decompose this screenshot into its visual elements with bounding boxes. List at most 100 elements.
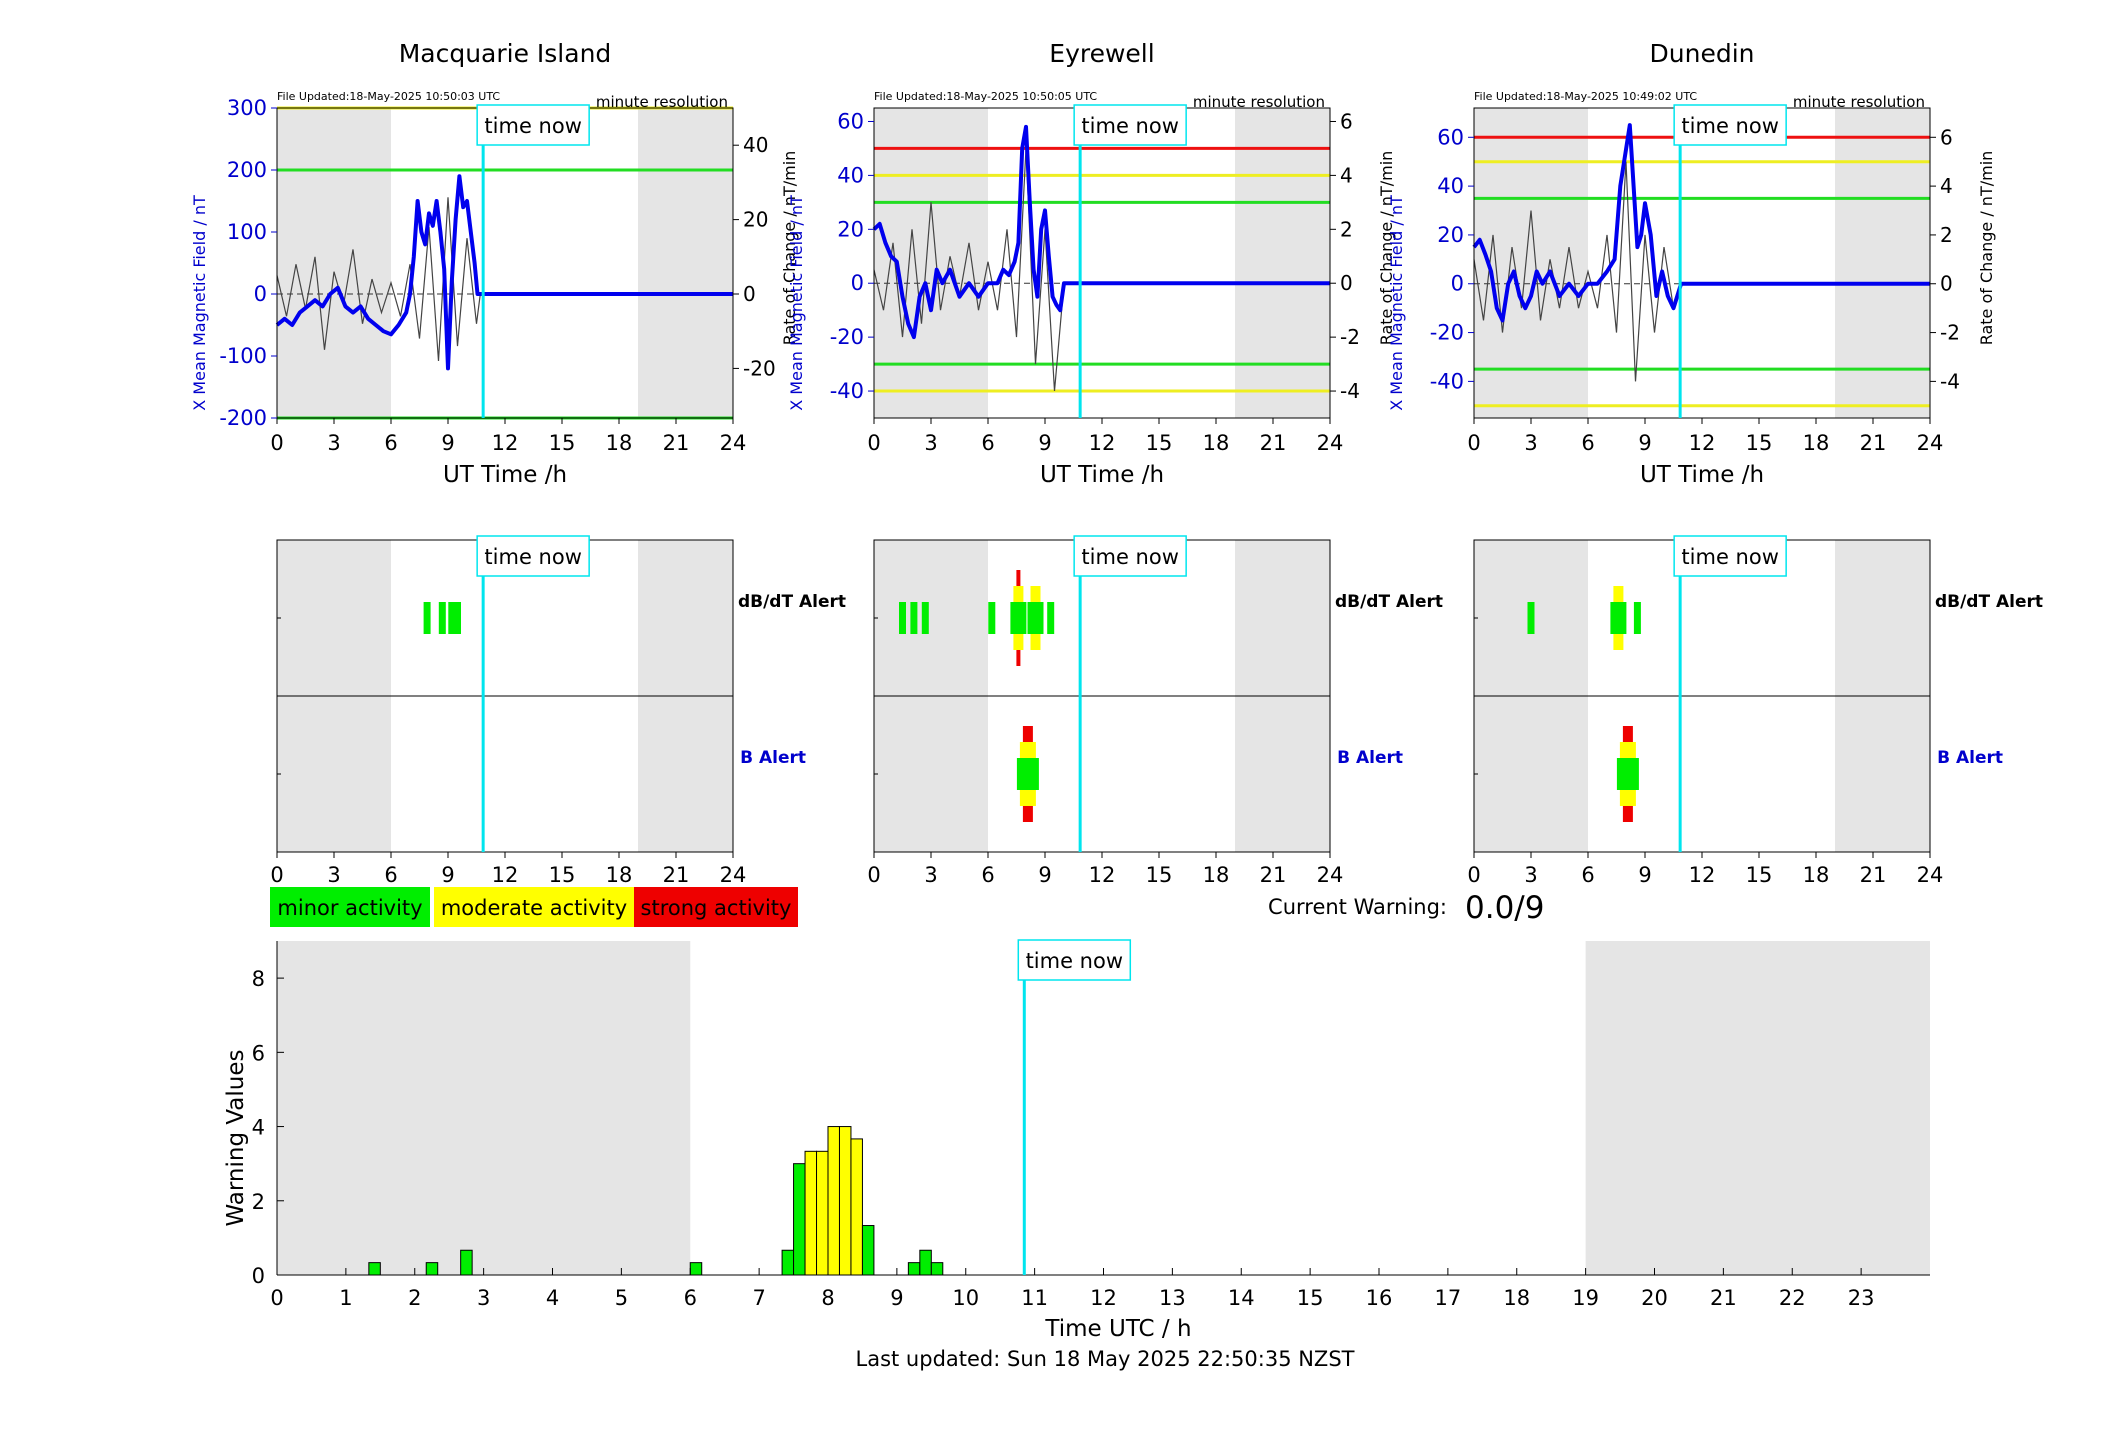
station-3-xtick-label-7: 21 bbox=[1860, 431, 1887, 455]
station-2-y2tick-label-3: 2 bbox=[1340, 217, 1353, 241]
station-3-title: Dunedin bbox=[1650, 39, 1755, 68]
station-2-field-trace bbox=[872, 124, 1330, 340]
station-1-xtick-label-8: 24 bbox=[720, 431, 747, 455]
warning-xtick-label-6: 6 bbox=[684, 1286, 697, 1310]
station-3-xtick-label-3: 9 bbox=[1638, 431, 1651, 455]
station-1-ytick-label-1: -100 bbox=[219, 344, 267, 368]
station-2-y2label: Rate of Change / nT/min bbox=[1377, 151, 1396, 346]
station-3-alert-time-now-box bbox=[1673, 535, 1787, 577]
station-3-file-updated: File Updated:18-May-2025 10:49:02 UTC bbox=[1474, 90, 1697, 103]
station-3-ytick-label-1: -20 bbox=[1430, 321, 1464, 345]
station-3-xtick-label-8: 24 bbox=[1917, 431, 1944, 455]
warning-xtick-label-0: 0 bbox=[270, 1286, 283, 1310]
warning-ytick-label-1: 2 bbox=[252, 1190, 265, 1214]
station-1-y2tick-label-2: 20 bbox=[743, 208, 768, 232]
warning-ylabel: Warning Values bbox=[223, 1049, 249, 1226]
station-2-file-updated: File Updated:18-May-2025 10:50:05 UTC bbox=[874, 90, 1097, 103]
station-2-xtick-label-2: 6 bbox=[981, 431, 994, 455]
warning-xtick-label-1: 1 bbox=[339, 1286, 352, 1310]
station-2-xtick-label-8: 24 bbox=[1317, 431, 1344, 455]
warning-night-shade-0 bbox=[277, 941, 691, 1275]
station-2-alert-xtick-label-0: 0 bbox=[867, 863, 880, 887]
current-warning-value: 0.0/9 bbox=[1465, 890, 1544, 926]
warning-xtick-label-15: 15 bbox=[1297, 1286, 1324, 1310]
station-1-minute-resolution: minute resolution bbox=[596, 93, 728, 111]
station-3-y2tick-label-5: 6 bbox=[1940, 125, 1953, 149]
warning-bar-10 bbox=[850, 1138, 863, 1276]
station-2-alert-time-now-label: time now bbox=[1081, 545, 1178, 569]
warning-bar-7 bbox=[816, 1150, 829, 1276]
station-1-time-now-label: time now bbox=[484, 114, 581, 138]
legend-moderate-label: moderate activity bbox=[441, 896, 627, 920]
station-2-xtick-label-4: 12 bbox=[1089, 431, 1116, 455]
station-2-ytick-label-5: 60 bbox=[837, 109, 864, 133]
station-2-xtick-label-3: 9 bbox=[1038, 431, 1051, 455]
station-3-alert-xtick-label-0: 0 bbox=[1467, 863, 1480, 887]
warning-xtick-label-5: 5 bbox=[615, 1286, 628, 1310]
station-1-alert-xtick-label-1: 3 bbox=[327, 863, 340, 887]
station-1-dbdt-alert-minor-0 bbox=[423, 602, 431, 634]
station-3-alert-xtick-label-7: 21 bbox=[1860, 863, 1887, 887]
warning-xtick-label-12: 12 bbox=[1090, 1286, 1117, 1310]
warning-xtick-label-3: 3 bbox=[477, 1286, 490, 1310]
warning-xtick-label-7: 7 bbox=[752, 1286, 765, 1310]
station-1-xtick-label-2: 6 bbox=[384, 431, 397, 455]
station-2-y2tick-label-4: 4 bbox=[1340, 163, 1353, 187]
warning-bar-13 bbox=[919, 1249, 932, 1276]
station-2-dbdt-alert-minor-3 bbox=[988, 602, 996, 634]
warning-xtick-label-23: 23 bbox=[1848, 1286, 1875, 1310]
warning-night-shade-1 bbox=[1585, 941, 1930, 1275]
station-3-ytick-label-5: 60 bbox=[1437, 125, 1464, 149]
station-3-y2tick-label-1: -2 bbox=[1940, 321, 1960, 345]
warning-bar-5 bbox=[793, 1163, 806, 1276]
warning-xtick-label-11: 11 bbox=[1021, 1286, 1048, 1310]
station-1-ytick-label-4: 200 bbox=[227, 158, 267, 182]
station-1-time-now-box bbox=[476, 104, 590, 146]
warning-bar-1 bbox=[425, 1262, 439, 1276]
station-1-night-shade-1 bbox=[638, 108, 733, 418]
station-1-xtick-label-0: 0 bbox=[270, 431, 283, 455]
warning-xtick-label-21: 21 bbox=[1710, 1286, 1737, 1310]
warning-xtick-label-10: 10 bbox=[952, 1286, 979, 1310]
warning-xtick-label-14: 14 bbox=[1228, 1286, 1255, 1310]
station-1-alert-xtick-label-4: 12 bbox=[492, 863, 519, 887]
station-1-alert-xtick-label-5: 15 bbox=[549, 863, 576, 887]
station-2-night-shade-0 bbox=[874, 108, 988, 418]
station-2-alert-xtick-label-7: 21 bbox=[1260, 863, 1287, 887]
station-3-alert-xtick-label-4: 12 bbox=[1689, 863, 1716, 887]
station-3-y2tick-label-0: -4 bbox=[1940, 369, 1960, 393]
station-1-alert-xtick-label-0: 0 bbox=[270, 863, 283, 887]
station-2-y2tick-label-0: -4 bbox=[1340, 379, 1360, 403]
warning-time-now-box bbox=[1017, 939, 1132, 981]
station-3-ylabel: X Mean Magnetic Field / nT bbox=[1387, 195, 1406, 411]
station-2-dbdt-alert-minor-5 bbox=[1027, 602, 1044, 634]
station-3-ytick-label-0: -40 bbox=[1430, 369, 1464, 393]
station-1-xtick-label-6: 18 bbox=[606, 431, 633, 455]
station-3-xtick-label-6: 18 bbox=[1803, 431, 1830, 455]
station-3-dbdt-alert-minor-0 bbox=[1527, 602, 1535, 634]
station-1-ylabel: X Mean Magnetic Field / nT bbox=[190, 195, 209, 411]
station-3-xtick-label-4: 12 bbox=[1689, 431, 1716, 455]
station-2-alert-xtick-label-6: 18 bbox=[1203, 863, 1230, 887]
station-3-dbdt-alert-label: dB/dT Alert bbox=[1935, 592, 2043, 612]
station-3-alert-xtick-label-5: 15 bbox=[1746, 863, 1773, 887]
station-1-b-alert-label: B Alert bbox=[740, 748, 806, 768]
station-2-b-alert-label: B Alert bbox=[1337, 748, 1403, 768]
warning-xtick-label-19: 19 bbox=[1572, 1286, 1599, 1310]
station-3-night-shade-0 bbox=[1474, 108, 1588, 418]
station-3-y2tick-label-3: 2 bbox=[1940, 223, 1953, 247]
station-3-alert-time-now-label: time now bbox=[1681, 545, 1778, 569]
station-2-title: Eyrewell bbox=[1049, 39, 1154, 68]
warning-bar-2 bbox=[460, 1249, 473, 1276]
station-3-y2tick-label-4: 4 bbox=[1940, 174, 1953, 198]
station-1-ytick-label-0: -200 bbox=[219, 406, 267, 430]
station-2-b-alert-minor-0 bbox=[1016, 758, 1039, 790]
station-1-dbdt-alert-label: dB/dT Alert bbox=[738, 592, 846, 612]
warning-ytick-label-0: 0 bbox=[252, 1264, 265, 1288]
station-3-time-now-label: time now bbox=[1681, 114, 1778, 138]
station-3-ytick-label-4: 40 bbox=[1437, 174, 1464, 198]
warning-bar-8 bbox=[827, 1126, 840, 1276]
station-2-y2tick-label-1: -2 bbox=[1340, 325, 1360, 349]
station-1-alert-time-now-box bbox=[476, 535, 590, 577]
legend-minor-swatch bbox=[270, 887, 430, 927]
